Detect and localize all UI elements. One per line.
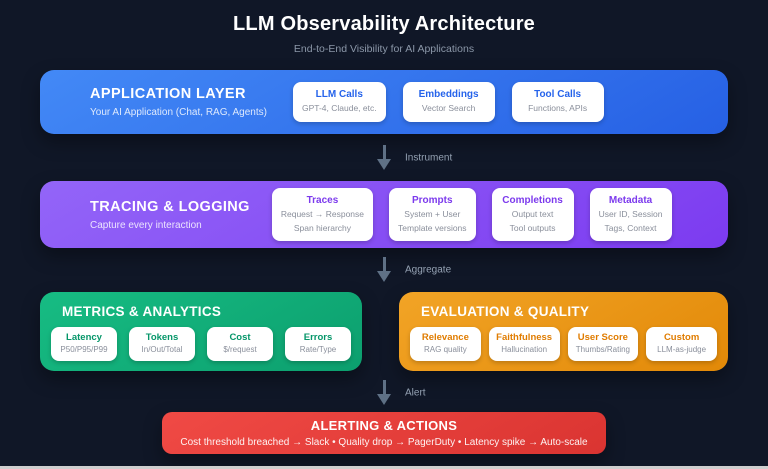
card-tool-calls: Tool Calls Functions, APIs bbox=[511, 82, 604, 122]
card-title: Latency bbox=[66, 332, 102, 343]
card-cost: Cost $/request bbox=[207, 327, 273, 361]
card-latency: Latency P50/P95/P99 bbox=[51, 327, 117, 361]
evaluation-layer-title: EVALUATION & QUALITY bbox=[421, 304, 590, 319]
card-subtitle: Request → Response bbox=[280, 208, 365, 219]
card-subtitle: LLM-as-judge bbox=[657, 345, 707, 354]
down-arrow-icon bbox=[377, 379, 391, 406]
card-title: Faithfulness bbox=[496, 332, 553, 343]
card-subtitle: P50/P95/P99 bbox=[60, 345, 108, 354]
alerting-layer-title: ALERTING & ACTIONS bbox=[310, 418, 458, 433]
evaluation-layer: EVALUATION & QUALITY Relevance RAG quali… bbox=[399, 292, 728, 371]
card-subtitle: Vector Search bbox=[421, 103, 476, 114]
card-subtitle: Thumbs/Rating bbox=[575, 345, 630, 354]
connector-aggregate: Aggregate bbox=[40, 253, 728, 287]
card-subtitle: $/request bbox=[223, 345, 257, 354]
card-tokens: Tokens In/Out/Total bbox=[129, 327, 195, 361]
card-prompts: Prompts System + User Template versions bbox=[389, 187, 476, 242]
card-relevance: Relevance RAG quality bbox=[410, 327, 481, 361]
card-title: Relevance bbox=[421, 332, 469, 343]
alerting-layer: ALERTING & ACTIONS Cost threshold breach… bbox=[162, 412, 606, 454]
down-arrow-icon bbox=[377, 145, 391, 171]
connector-label-instrument: Instrument bbox=[405, 152, 453, 164]
tracing-layer: TRACING & LOGGING Capture every interact… bbox=[40, 181, 728, 248]
card-llm-calls: LLM Calls GPT-4, Claude, etc. bbox=[292, 82, 386, 122]
tracing-layer-title: TRACING & LOGGING bbox=[90, 198, 250, 215]
card-title: Tool Calls bbox=[534, 89, 582, 101]
card-subtitle: GPT-4, Claude, etc. bbox=[301, 103, 377, 114]
card-subtitle: System + User bbox=[404, 208, 461, 219]
card-subtitle: Span hierarchy bbox=[293, 223, 352, 233]
card-subtitle: RAG quality bbox=[424, 345, 467, 354]
card-title: User Score bbox=[577, 332, 628, 343]
application-layer-subtitle: Your AI Application (Chat, RAG, Agents) bbox=[90, 107, 267, 118]
card-title: Embeddings bbox=[418, 89, 479, 101]
evaluation-cards: Relevance RAG quality Faithfulness Hallu… bbox=[410, 327, 717, 361]
card-subtitle: Tags, Context bbox=[604, 223, 657, 233]
down-arrow-icon bbox=[377, 257, 391, 283]
card-subtitle: In/Out/Total bbox=[141, 345, 183, 354]
metrics-layer: METRICS & ANALYTICS Latency P50/P95/P99 … bbox=[40, 292, 362, 371]
application-cards: LLM Calls GPT-4, Claude, etc. Embeddings… bbox=[292, 82, 604, 122]
card-subtitle: Output text bbox=[511, 208, 554, 219]
alerting-layer-subtitle: Cost threshold breached → Slack • Qualit… bbox=[180, 437, 588, 448]
connector-label-aggregate: Aggregate bbox=[405, 264, 452, 276]
page-subtitle: End-to-End Visibility for AI Application… bbox=[293, 43, 475, 55]
page-title: LLM Observability Architecture bbox=[233, 13, 535, 35]
metrics-layer-title: METRICS & ANALYTICS bbox=[62, 304, 222, 319]
card-custom: Custom LLM-as-judge bbox=[646, 327, 717, 361]
application-layer-header: APPLICATION LAYER Your AI Application (C… bbox=[90, 86, 267, 118]
card-subtitle: Hallucination bbox=[501, 345, 548, 354]
card-subtitle: Tool outputs bbox=[509, 223, 556, 233]
card-embeddings: Embeddings Vector Search bbox=[402, 82, 495, 122]
card-subtitle: Functions, APIs bbox=[528, 103, 588, 114]
card-metadata: Metadata User ID, Session Tags, Context bbox=[589, 187, 672, 242]
card-title: Custom bbox=[663, 332, 700, 343]
tracing-layer-header: TRACING & LOGGING Capture every interact… bbox=[90, 199, 250, 231]
card-title: Completions bbox=[502, 194, 563, 206]
card-title: LLM Calls bbox=[315, 89, 363, 101]
middle-row: METRICS & ANALYTICS Latency P50/P95/P99 … bbox=[40, 292, 728, 371]
bottom-edge-strip bbox=[0, 466, 768, 469]
card-subtitle: User ID, Session bbox=[598, 208, 663, 219]
card-title: Metadata bbox=[608, 194, 653, 206]
card-title: Tokens bbox=[145, 332, 179, 343]
connector-label-alert: Alert bbox=[405, 387, 426, 398]
application-layer: APPLICATION LAYER Your AI Application (C… bbox=[40, 70, 728, 134]
card-title: Cost bbox=[229, 332, 251, 343]
card-completions: Completions Output text Tool outputs bbox=[491, 187, 574, 242]
metrics-cards: Latency P50/P95/P99 Tokens In/Out/Total … bbox=[51, 327, 351, 361]
card-faithfulness: Faithfulness Hallucination bbox=[488, 327, 560, 361]
card-subtitle: Rate/Type bbox=[299, 345, 337, 354]
card-title: Errors bbox=[303, 332, 333, 343]
connector-alert: Alert bbox=[40, 377, 728, 408]
card-errors: Errors Rate/Type bbox=[285, 327, 351, 361]
application-layer-title: APPLICATION LAYER bbox=[90, 86, 246, 102]
card-user-score: User Score Thumbs/Rating bbox=[567, 327, 639, 361]
tracing-layer-subtitle: Capture every interaction bbox=[90, 219, 202, 231]
card-title: Traces bbox=[306, 194, 339, 206]
connector-instrument: Instrument bbox=[40, 141, 728, 175]
card-subtitle: Template versions bbox=[398, 223, 467, 233]
card-title: Prompts bbox=[412, 194, 453, 206]
tracing-cards: Traces Request → Response Span hierarchy… bbox=[271, 187, 672, 242]
card-traces: Traces Request → Response Span hierarchy bbox=[271, 187, 374, 242]
